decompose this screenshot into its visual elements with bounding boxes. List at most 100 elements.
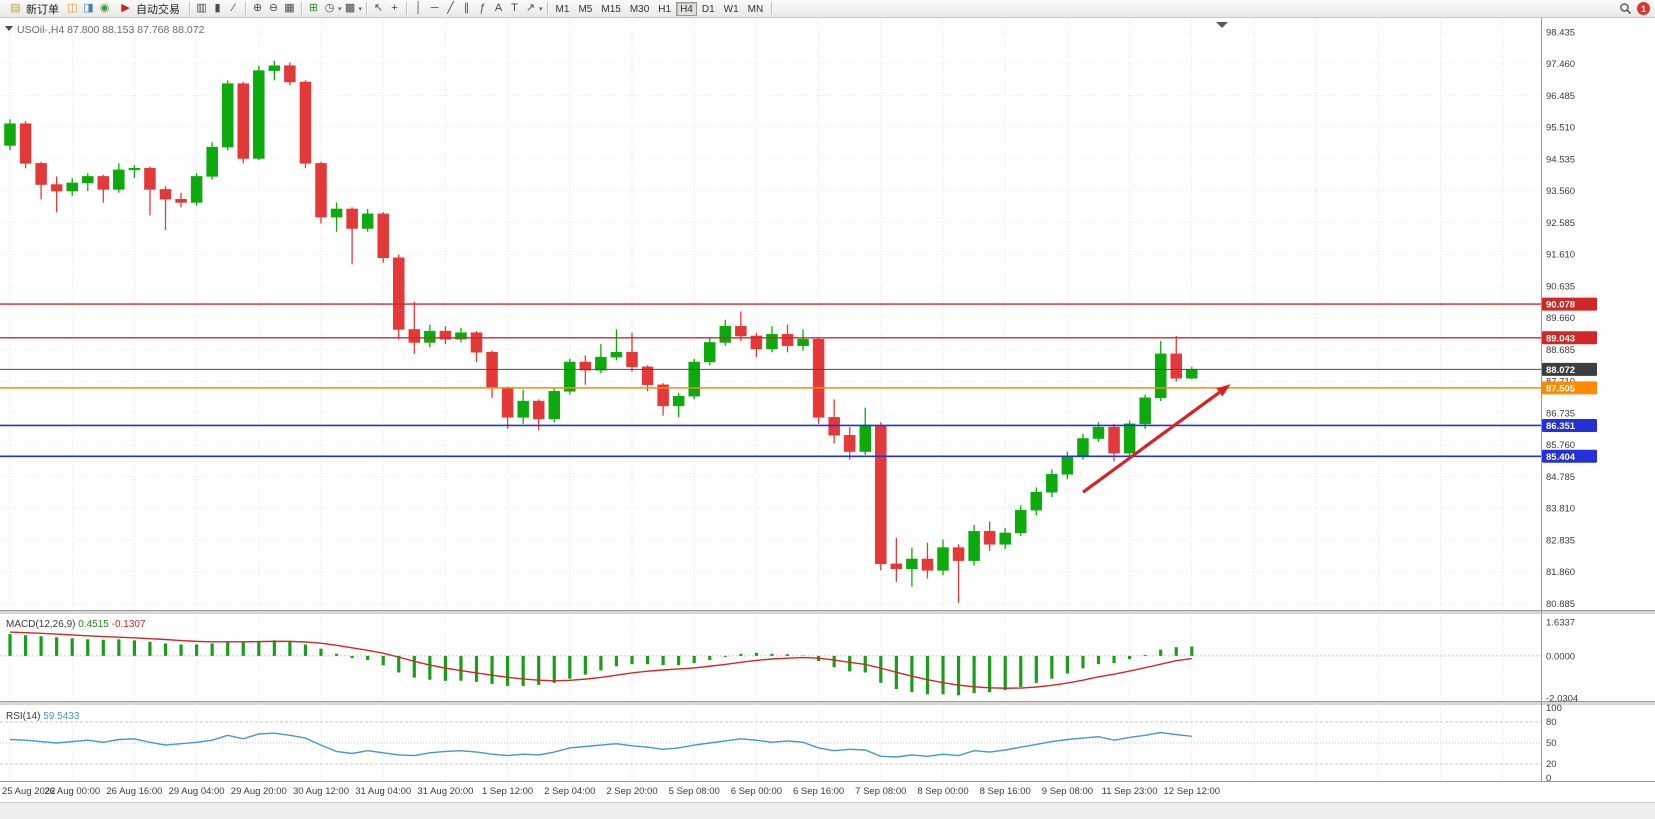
price-badge-88.072 xyxy=(1542,362,1597,376)
price-tick-label: 83.810 xyxy=(1546,504,1575,515)
timeframe-h1[interactable]: H1 xyxy=(654,2,675,16)
bar-chart-icon[interactable]: ▥ xyxy=(196,2,207,14)
candle xyxy=(455,332,467,340)
candle xyxy=(486,351,498,389)
time-tick-label: 8 Sep 00:00 xyxy=(917,786,968,797)
candle xyxy=(439,330,452,340)
candle xyxy=(4,123,16,146)
candle xyxy=(781,334,794,346)
chart-ohlc-title: USOil-,H4 87.800 88.153 87.768 88.072 xyxy=(17,24,205,36)
new-order-button[interactable]: ▤ 新订单 xyxy=(3,1,64,17)
vertical-line-icon[interactable]: │ xyxy=(415,2,422,14)
template-icon[interactable]: ▩ xyxy=(344,2,356,14)
timeframe-h4[interactable]: H4 xyxy=(676,1,697,16)
timeframe-d1[interactable]: D1 xyxy=(698,2,719,16)
arrows-icon-dropdown[interactable]: ▾ xyxy=(539,5,543,13)
time-tick-label: 31 Aug 04:00 xyxy=(355,786,411,797)
candle xyxy=(983,531,996,545)
label-icon[interactable]: T xyxy=(511,2,518,14)
zoom-in-icon[interactable]: ⊕ xyxy=(252,2,263,14)
status-strip xyxy=(0,802,1655,819)
chart-background xyxy=(0,18,1655,819)
candle xyxy=(626,351,638,368)
autotrading-button[interactable]: ▶ 自动交易 xyxy=(113,1,185,17)
timeframe-m1[interactable]: M1 xyxy=(552,2,574,16)
time-tick-label: 5 Sep 08:00 xyxy=(669,786,720,797)
chart-overlays: USOil-,H4 87.800 88.153 87.768 88.072 xyxy=(5,22,1228,36)
time-tick-label: 7 Sep 08:00 xyxy=(855,786,906,797)
candle xyxy=(532,400,545,420)
candle xyxy=(66,182,78,192)
toolbar-separator xyxy=(245,2,246,15)
macd-tick-label: -2.0304 xyxy=(1546,694,1578,705)
one-click-trading-icon[interactable] xyxy=(5,26,13,31)
candle xyxy=(377,213,389,259)
chart-area[interactable]: MACD(12,26,9) 0.4515 -0.1307 RSI(14) 59.5… xyxy=(0,18,1655,819)
time-tick-label: 12 Sep 12:00 xyxy=(1164,786,1221,797)
panel-divider[interactable] xyxy=(0,701,1655,706)
price-tick-label: 96.485 xyxy=(1546,91,1575,102)
candle xyxy=(1015,509,1027,534)
search-icon[interactable] xyxy=(1618,1,1633,16)
time-tick-label: 6 Sep 16:00 xyxy=(793,786,844,797)
channel-icon[interactable]: ∥ xyxy=(463,2,470,14)
candle xyxy=(1186,369,1198,379)
time-tick-label: 29 Aug 20:00 xyxy=(231,786,287,797)
timeframe-m30[interactable]: M30 xyxy=(626,2,653,16)
new-chart-icon[interactable]: ⊞ xyxy=(308,2,319,14)
line-chart-icon[interactable]: ∕ xyxy=(232,2,235,14)
candle xyxy=(952,547,965,561)
candle xyxy=(968,531,980,561)
candle xyxy=(517,400,529,418)
arrow-shaft xyxy=(1082,391,1221,494)
candle xyxy=(828,417,840,436)
candlestick-chart-icon[interactable]: ▮ xyxy=(214,2,221,14)
template-icon-dropdown[interactable]: ▾ xyxy=(358,5,363,13)
time-tick-label: 29 Aug 04:00 xyxy=(169,786,225,797)
price-tick-label: 98.435 xyxy=(1546,28,1575,39)
trendline-icon[interactable]: ╱ xyxy=(447,2,454,14)
candle xyxy=(797,338,809,346)
autotrading-icon: ▶ xyxy=(121,2,130,14)
chart-shift-marker-icon[interactable] xyxy=(1216,22,1228,28)
price-tick-label: 84.785 xyxy=(1546,472,1575,483)
timeframe-m15[interactable]: M15 xyxy=(597,2,624,16)
tile-windows-icon[interactable]: ▦ xyxy=(284,2,295,14)
timeframe-w1[interactable]: W1 xyxy=(720,2,743,16)
candle xyxy=(906,558,918,570)
candle xyxy=(564,361,576,392)
period-clock-icon-dropdown[interactable]: ▾ xyxy=(338,5,342,13)
candle xyxy=(113,169,125,190)
candle xyxy=(408,329,421,343)
price-badge-text: 85.404 xyxy=(1546,452,1576,463)
fibonacci-icon[interactable]: ƒ xyxy=(479,2,486,14)
trend-arrow-annotation[interactable] xyxy=(1082,384,1231,494)
panel-divider[interactable] xyxy=(0,610,1655,615)
arrows-icon[interactable]: ↗ xyxy=(525,2,536,14)
data-refresh-icon[interactable]: ◉ xyxy=(99,2,110,14)
toolbar-separator xyxy=(546,2,548,15)
price-tick-label: 97.460 xyxy=(1546,59,1575,70)
crosshair-icon[interactable]: + xyxy=(391,2,398,14)
macd-tick-label: 1.6337 xyxy=(1546,618,1575,629)
notification-badge[interactable]: 1 xyxy=(1637,2,1650,15)
text-icon[interactable]: A xyxy=(494,2,503,14)
time-tick-label: 25 Aug 2022 xyxy=(2,786,55,797)
candle xyxy=(1154,353,1167,399)
price-badge-text: 87.505 xyxy=(1546,383,1576,394)
time-tick-label: 6 Sep 00:00 xyxy=(731,786,782,797)
cursor-icon[interactable]: ↖ xyxy=(373,2,384,14)
timeframe-m5[interactable]: M5 xyxy=(574,2,596,16)
zoom-out-icon[interactable]: ⊖ xyxy=(268,2,279,14)
price-axis[interactable]: 98.435 97.460 96.485 95.510 94.535 93.560 92.5… xyxy=(0,18,1655,784)
candle xyxy=(82,176,94,184)
market-watch-icon[interactable]: ◨ xyxy=(83,2,94,14)
rsi-tick-label: 80 xyxy=(1546,717,1557,728)
toolbar-separator xyxy=(771,2,773,15)
panel-separators[interactable] xyxy=(0,610,1655,706)
charts-window-icon[interactable]: ◫ xyxy=(67,2,78,14)
timeframe-mn[interactable]: MN xyxy=(744,2,768,16)
horizontal-line-icon[interactable]: ─ xyxy=(430,2,439,14)
period-clock-icon[interactable]: ◷ xyxy=(324,2,335,14)
